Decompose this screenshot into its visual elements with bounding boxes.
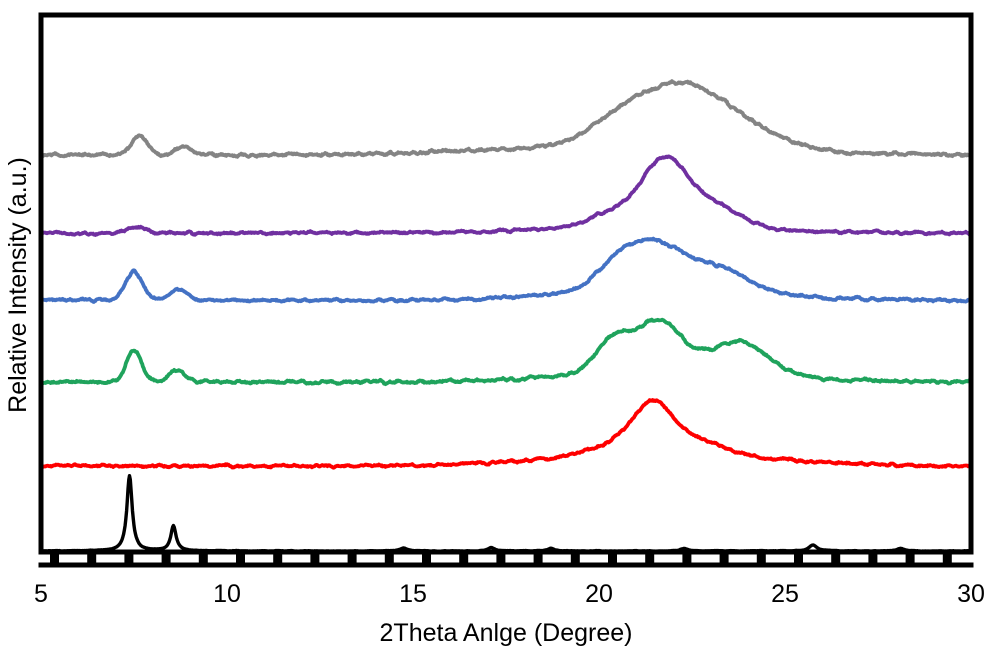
x-tick-label: 15 [399, 580, 427, 608]
x-axis-minor-tick [719, 554, 729, 563]
x-axis-minor-tick [570, 554, 580, 563]
x-axis-minor-tick [50, 554, 59, 563]
x-axis-minor-tick [756, 554, 766, 563]
trace-pattern-purple [43, 154, 969, 237]
x-axis-minor-tick [124, 554, 134, 563]
x-axis-minor-tick [831, 554, 841, 563]
x-axis-minor-tick [942, 554, 952, 563]
x-axis-minor-tick [868, 554, 878, 563]
x-tick-label: 25 [771, 580, 799, 608]
x-axis-minor-tick [161, 554, 171, 563]
x-axis-minor-tick [310, 554, 320, 563]
x-axis-line [38, 562, 974, 568]
plot-frame [38, 12, 974, 555]
x-axis-minor-tick [422, 554, 431, 563]
trace-pattern-black-reference [43, 474, 969, 551]
x-axis-minor-tick [794, 554, 803, 563]
x-axis-title: 2Theta Anlge (Degree) [380, 619, 633, 647]
x-tick-label: 10 [213, 580, 241, 608]
x-axis-minor-tick [198, 554, 208, 563]
x-axis-minor-tick [347, 554, 357, 563]
x-axis-minor-tick [236, 554, 245, 563]
trace-pattern-green [43, 317, 969, 386]
trace-pattern-red [43, 398, 969, 470]
x-axis-tick-band [38, 554, 974, 568]
trace-group [43, 79, 969, 551]
x-tick-label: 20 [585, 580, 613, 608]
x-axis-minor-tick [645, 554, 655, 563]
x-tick-label: 5 [34, 580, 48, 608]
x-tick-label: 30 [957, 580, 985, 608]
y-axis-title: Relative Intensity (a.u.) [4, 157, 32, 413]
x-axis-minor-tick [459, 554, 469, 563]
x-axis-minor-tick [87, 554, 97, 563]
trace-pattern-blue [43, 236, 969, 304]
x-axis-minor-tick [496, 554, 506, 563]
x-axis-minor-tick [273, 554, 283, 563]
x-axis-minor-tick [533, 554, 543, 563]
x-axis-minor-tick [384, 554, 394, 563]
x-axis-minor-tick [905, 554, 915, 563]
x-axis-minor-tick [682, 554, 692, 563]
trace-pattern-gray-top [43, 79, 969, 159]
x-axis-minor-tick [608, 554, 617, 563]
